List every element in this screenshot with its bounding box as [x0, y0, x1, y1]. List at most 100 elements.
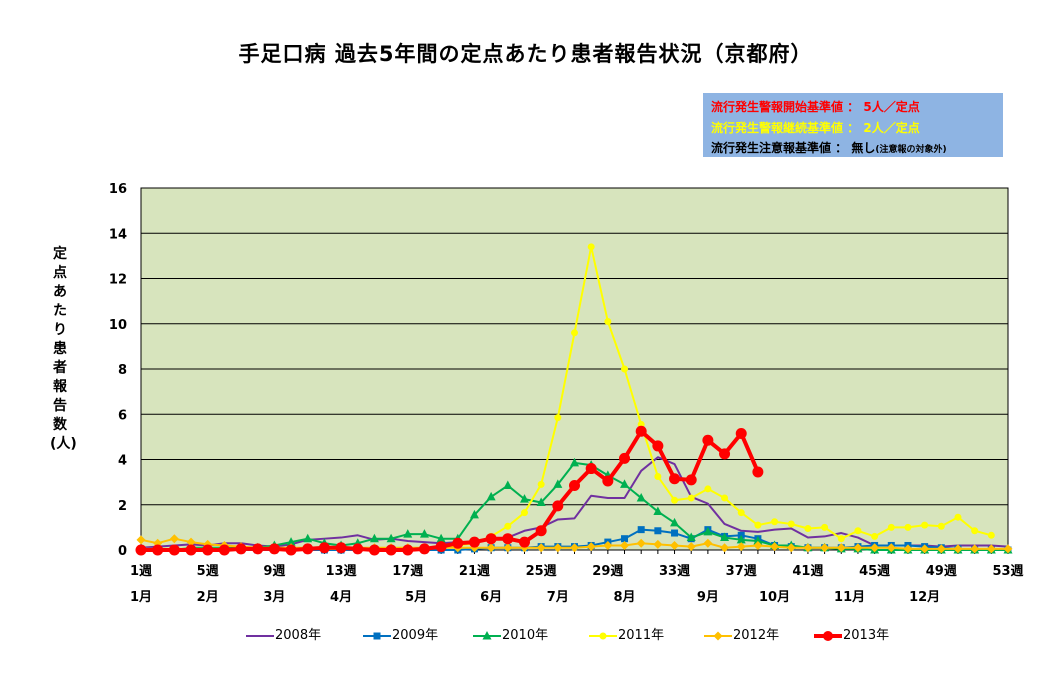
series-2011-point — [921, 521, 929, 529]
series-2010-point — [703, 526, 713, 536]
series-2010-point — [403, 529, 413, 538]
y-tick-label: 8 — [118, 363, 127, 378]
series-2010-point — [570, 457, 579, 467]
x-tick-label-month: 6月 — [480, 590, 502, 605]
series-2013-point — [368, 544, 380, 556]
series-2013-point — [202, 544, 214, 556]
series-2013-point — [602, 475, 614, 487]
series-2012-point — [586, 542, 596, 552]
legend-label: 2010年 — [502, 628, 549, 643]
legend-swatch — [589, 632, 617, 639]
series-2013-point — [335, 542, 347, 554]
series-2010-point — [620, 479, 630, 488]
x-tick-label-week: 5週 — [197, 564, 219, 579]
x-tick-label-month: 11月 — [834, 590, 865, 605]
series-2011-point — [687, 494, 695, 502]
series-2010-point — [303, 533, 313, 543]
series-2013-point — [385, 544, 397, 556]
series-2011-point — [804, 525, 812, 533]
series-2012-point — [186, 537, 196, 547]
y-tick-label: 0 — [118, 544, 127, 559]
series-2011-point — [554, 414, 562, 422]
series-2011-point — [621, 365, 629, 373]
series-2010-point — [686, 532, 696, 542]
series-2011-point — [854, 527, 862, 535]
series-2012-point — [536, 543, 546, 553]
x-tick-label-week: 29週 — [592, 564, 623, 579]
legend-swatch — [473, 630, 501, 639]
x-tick-label-month: 2月 — [197, 590, 219, 605]
x-tick-label-month: 7月 — [547, 590, 569, 605]
series-2013-point — [702, 434, 714, 446]
x-tick-label-month: 8月 — [613, 590, 635, 605]
legend-swatch — [246, 634, 274, 637]
x-tick-label-week: 49週 — [926, 564, 957, 579]
series-2011-point — [771, 518, 779, 526]
series-2013-point — [485, 533, 497, 545]
y-tick-label: 4 — [118, 454, 127, 469]
series-2010-point — [636, 492, 646, 502]
series-2013-point — [468, 536, 480, 548]
series-2010-point — [653, 506, 663, 516]
alert-start-threshold: 流行発生警報開始基準値 ： 5人／定点 — [711, 100, 920, 114]
series-2010-point — [486, 491, 496, 501]
series-2011-point — [954, 513, 962, 521]
y-tick-label: 6 — [118, 408, 127, 423]
series-2010-point — [469, 509, 479, 519]
x-tick-label-week: 9週 — [263, 564, 285, 579]
series-2012-point — [953, 544, 963, 554]
legend-swatch — [704, 631, 732, 640]
y-tick-label: 16 — [109, 182, 127, 197]
series-2010-point — [519, 494, 529, 503]
series-2013-point — [152, 544, 164, 556]
x-tick-label-week: 45週 — [859, 564, 890, 579]
series-2013-point — [235, 543, 247, 555]
series-2013-point — [252, 543, 264, 555]
series-2011-point — [754, 521, 762, 529]
x-tick-label-month: 10月 — [759, 590, 790, 605]
legend-swatch — [363, 632, 391, 639]
series-2011-point — [537, 480, 545, 488]
series-2013-point — [268, 543, 280, 555]
legend-item: 2009年 — [362, 624, 438, 643]
series-2013-point — [218, 544, 230, 556]
series-2013-point — [318, 542, 330, 554]
x-tick-label-week: 17週 — [392, 564, 423, 579]
legend-label: 2013年 — [843, 628, 890, 643]
series-2010-point — [553, 479, 563, 488]
legend-label: 2008年 — [275, 628, 322, 643]
x-tick-label-week: 53週 — [992, 564, 1023, 579]
series-2011-point — [937, 522, 945, 530]
legend-swatch — [814, 630, 842, 641]
series-2010-point — [753, 535, 763, 545]
series-2009-point — [654, 527, 662, 535]
series-2012-point — [703, 538, 713, 548]
series-2012-point — [136, 535, 146, 545]
x-tick-label-month: 1月 — [130, 590, 152, 605]
series-2013-point — [735, 427, 747, 439]
series-2010-point — [536, 497, 546, 506]
series-2011-point — [587, 243, 595, 251]
series-2011-point — [887, 523, 895, 531]
series-2012-point — [836, 543, 846, 553]
series-2012-point — [820, 543, 830, 553]
series-2013-point — [285, 544, 297, 556]
series-2013-point — [302, 543, 314, 555]
legend-item: 2010年 — [472, 624, 548, 643]
legend-item: 2008年 — [245, 624, 321, 643]
series-2013-point — [402, 544, 414, 556]
series-2011-point — [821, 523, 829, 531]
x-tick-label-month: 3月 — [263, 590, 285, 605]
series-2012-point — [853, 543, 863, 553]
series-2012-point — [803, 543, 813, 553]
alert-continue-threshold: 流行発生警報継続基準値 ： 2人／定点 — [711, 121, 920, 135]
series-2013-point — [535, 525, 547, 537]
series-2013-point — [685, 474, 697, 486]
legend-item: 2012年 — [703, 624, 779, 643]
series-2012-point — [636, 538, 646, 548]
x-tick-label-week: 13週 — [326, 564, 357, 579]
series-2011-point — [504, 522, 512, 530]
chart-legend: 2008年 2009年 2010年 2011年 2012年 2013年 — [0, 624, 1051, 644]
series-2010-point — [736, 534, 746, 544]
